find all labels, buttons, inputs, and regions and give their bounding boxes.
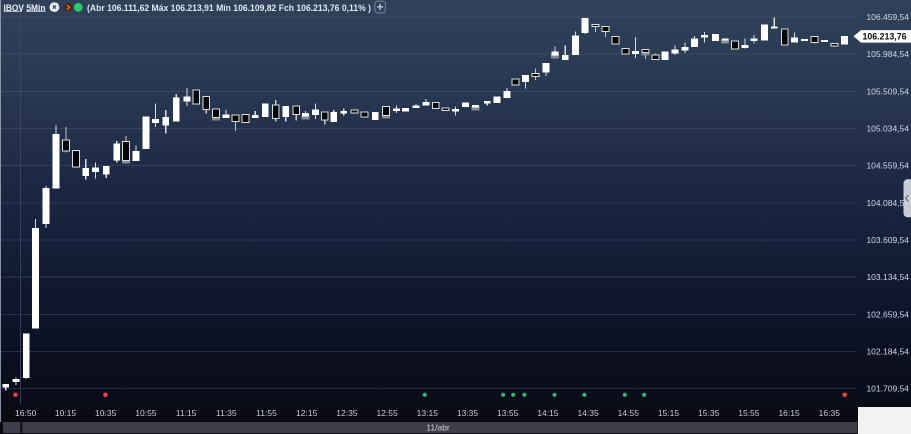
- svg-text:16:15: 16:15: [778, 408, 800, 418]
- svg-text:106.459,54: 106.459,54: [866, 12, 909, 22]
- svg-text:16:50: 16:50: [15, 408, 37, 418]
- svg-text:10:35: 10:35: [95, 408, 117, 418]
- svg-text:104.084,54: 104.084,54: [866, 198, 909, 208]
- svg-text:103.609,54: 103.609,54: [866, 235, 909, 245]
- svg-text:105.984,54: 105.984,54: [866, 49, 909, 59]
- svg-text:14:35: 14:35: [577, 408, 599, 418]
- svg-text:106.213,76: 106.213,76: [862, 31, 906, 41]
- svg-text:105.034,54: 105.034,54: [866, 123, 909, 133]
- svg-text:14:55: 14:55: [618, 408, 640, 418]
- svg-text:102.184,54: 102.184,54: [866, 347, 909, 357]
- svg-text:105.509,54: 105.509,54: [866, 86, 909, 96]
- svg-text:102.659,54: 102.659,54: [866, 309, 909, 319]
- svg-text:15:35: 15:35: [698, 408, 720, 418]
- svg-text:15:15: 15:15: [658, 408, 680, 418]
- svg-text:11/abr: 11/abr: [426, 423, 450, 433]
- svg-text:IBOV 5Min: IBOV 5Min: [4, 3, 46, 13]
- svg-text:11:55: 11:55: [256, 408, 277, 418]
- svg-text:12:35: 12:35: [336, 408, 358, 418]
- svg-text:16:35: 16:35: [819, 408, 841, 418]
- svg-text:(Abr 106.111,62 Máx 106.213,91: (Abr 106.111,62 Máx 106.213,91 Mín 106.1…: [87, 3, 371, 13]
- svg-text:101.709,54: 101.709,54: [866, 384, 909, 394]
- svg-text:12:15: 12:15: [296, 408, 318, 418]
- svg-text:12:55: 12:55: [376, 408, 398, 418]
- svg-text:11:35: 11:35: [216, 408, 237, 418]
- svg-text:13:55: 13:55: [497, 408, 519, 418]
- svg-text:104.559,54: 104.559,54: [866, 161, 909, 171]
- svg-text:13:35: 13:35: [457, 408, 479, 418]
- svg-text:103.134,54: 103.134,54: [866, 272, 909, 282]
- svg-text:14:15: 14:15: [537, 408, 559, 418]
- svg-text:10:15: 10:15: [55, 408, 77, 418]
- svg-text:13:15: 13:15: [417, 408, 439, 418]
- svg-text:10:55: 10:55: [135, 408, 157, 418]
- svg-text:15:55: 15:55: [738, 408, 760, 418]
- svg-text:11:15: 11:15: [176, 408, 197, 418]
